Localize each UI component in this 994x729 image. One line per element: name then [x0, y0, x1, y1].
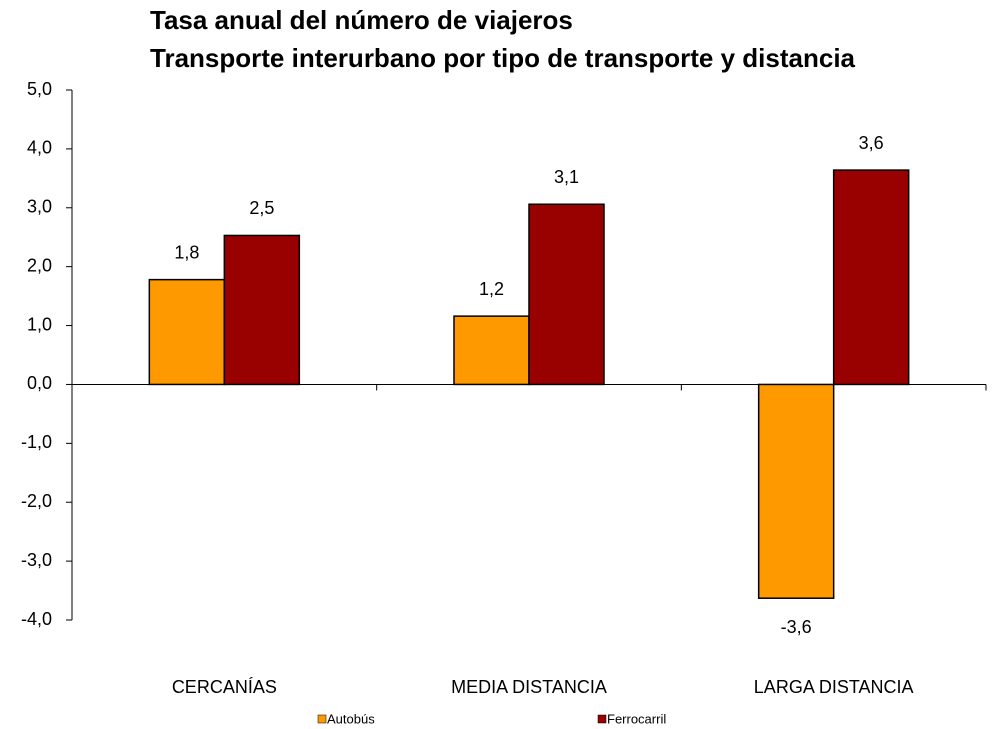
legend-swatch [317, 714, 327, 724]
y-tick-label: 4,0 [27, 138, 52, 158]
y-tick-label: 5,0 [27, 79, 52, 99]
x-tick-label: LARGA DISTANCIA [754, 677, 914, 697]
y-tick-label: -2,0 [21, 491, 52, 511]
value-label: 3,1 [554, 167, 579, 187]
y-tick-label: -3,0 [21, 550, 52, 570]
y-tick-label: 0,0 [27, 373, 52, 393]
bar [223, 234, 301, 386]
value-label: 1,8 [174, 242, 199, 262]
value-label: 2,5 [249, 198, 274, 218]
bar [757, 383, 835, 599]
value-label: -3,6 [781, 617, 812, 637]
bar [528, 203, 605, 386]
value-label: 3,6 [859, 133, 884, 153]
bar [148, 278, 226, 386]
x-tick-label: CERCANÍAS [172, 677, 277, 697]
bar [453, 315, 530, 386]
legend-swatch [597, 714, 607, 724]
legend-label: Autobús [327, 711, 375, 726]
y-tick-label: 1,0 [27, 314, 52, 334]
y-tick-label: 3,0 [27, 197, 52, 217]
bar [832, 169, 910, 386]
chart-title: Tasa anual del número de viajeros [150, 5, 573, 35]
legend-label: Ferrocarril [607, 711, 666, 726]
x-tick-label: MEDIA DISTANCIA [451, 677, 607, 697]
value-label: 1,2 [479, 279, 504, 299]
chart-subtitle: Transporte interurbano por tipo de trans… [150, 43, 856, 73]
y-tick-label: 2,0 [27, 255, 52, 275]
y-tick-label: -4,0 [21, 609, 52, 629]
y-tick-label: -1,0 [21, 432, 52, 452]
